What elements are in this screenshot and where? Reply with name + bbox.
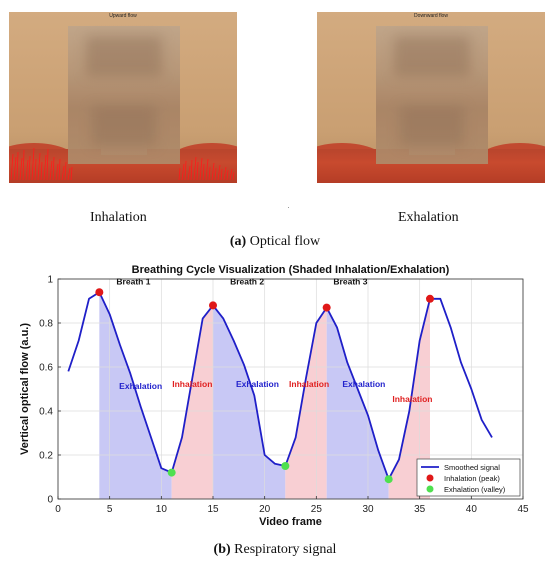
inhalation-frame-image: Upward flow xyxy=(9,12,237,183)
x-tick-label: 25 xyxy=(311,504,323,515)
legend-valley-swatch xyxy=(426,485,434,493)
exhalation-caption: Exhalation xyxy=(398,210,459,225)
exhalation-frame-image: Downward flow xyxy=(317,12,545,183)
breathing-cycle-chart: 0 5 10 15 20 25 30 35 40 45 0 0.2 0.4 0.6 0.8 1 Breathin… xyxy=(19,264,529,528)
legend-peak-swatch xyxy=(426,474,434,482)
y-tick-label: 1 xyxy=(47,275,53,286)
y-axis-label: Vertical optical flow (a.u.) xyxy=(19,323,31,455)
legend-label-peak: Inhalation (peak) xyxy=(444,474,500,483)
x-tick-label: 40 xyxy=(466,504,478,515)
downward-flow-title: Downward flow xyxy=(414,13,448,19)
inhalation-peak-marker xyxy=(322,303,331,312)
figure-a-caption: (a) Optical flow xyxy=(0,234,550,250)
inhalation-annotation: Inhalation xyxy=(172,379,212,389)
smoothed-signal-line xyxy=(67,291,493,481)
inhalation-peak-marker xyxy=(209,301,217,310)
y-tick-label: 0 xyxy=(47,495,53,506)
breath-2-annotation: Breath 2 xyxy=(230,277,264,287)
exhalation-valley-marker xyxy=(167,468,176,477)
breath-3-annotation: Breath 3 xyxy=(333,277,367,287)
x-tick-label: 20 xyxy=(259,504,271,515)
x-tick-label: 0 xyxy=(55,504,61,515)
exhalation-annotation: Exhalation xyxy=(236,379,279,389)
legend-box xyxy=(416,458,521,497)
figure-b-label: (b) xyxy=(213,542,231,557)
figure-a-label: (a) xyxy=(229,234,247,249)
x-tick-label: 30 xyxy=(362,504,374,515)
y-tick-label: 0.4 xyxy=(39,407,53,418)
exhalation-valley-marker xyxy=(384,475,393,484)
x-tick-label: 5 xyxy=(107,504,113,515)
exhalation-annotation: Exhalation xyxy=(119,381,162,391)
legend-label-valley: Exhalation (valley) xyxy=(444,485,506,494)
chart-title: Breathing Cycle Visualization (Shaded In… xyxy=(132,264,450,276)
figure-b-text: Respiratory signal xyxy=(234,542,337,557)
inhalation-caption: Inhalation xyxy=(90,210,147,225)
figure-b-caption: (b) Respiratory signal xyxy=(0,542,550,558)
x-tick-label: 10 xyxy=(156,504,168,515)
inhalation-shaded-region-2 xyxy=(171,305,213,499)
exhalation-shaded-region-3 xyxy=(213,305,286,499)
upward-flow-arrows xyxy=(10,147,235,181)
figure-a-text: Optical flow xyxy=(249,234,321,249)
legend-label-smoothed: Smoothed signal xyxy=(444,463,500,472)
x-tick-label: 45 xyxy=(517,504,529,515)
breath-1-annotation: Breath 1 xyxy=(116,277,150,287)
blurred-face xyxy=(68,26,180,164)
inhalation-peak-marker xyxy=(95,288,104,297)
y-tick-label: 0.8 xyxy=(39,319,53,330)
exhalation-shaded-region-5 xyxy=(326,307,389,499)
x-axis-label: Video frame xyxy=(259,516,322,528)
y-tick-label: 0.2 xyxy=(39,451,53,462)
upward-flow-title: Upward flow xyxy=(109,13,137,19)
x-tick-label: 35 xyxy=(414,504,426,515)
plot-frame xyxy=(57,278,524,500)
inhalation-peak-marker xyxy=(426,294,434,303)
x-tick-label: 15 xyxy=(207,504,219,515)
inhalation-annotation: Inhalation xyxy=(289,379,329,389)
blurred-face xyxy=(376,26,488,164)
inhalation-annotation: Inhalation xyxy=(392,394,432,404)
exhalation-valley-marker xyxy=(281,462,290,470)
exhalation-annotation: Exhalation xyxy=(342,379,385,389)
y-tick-label: 0.6 xyxy=(39,363,53,374)
